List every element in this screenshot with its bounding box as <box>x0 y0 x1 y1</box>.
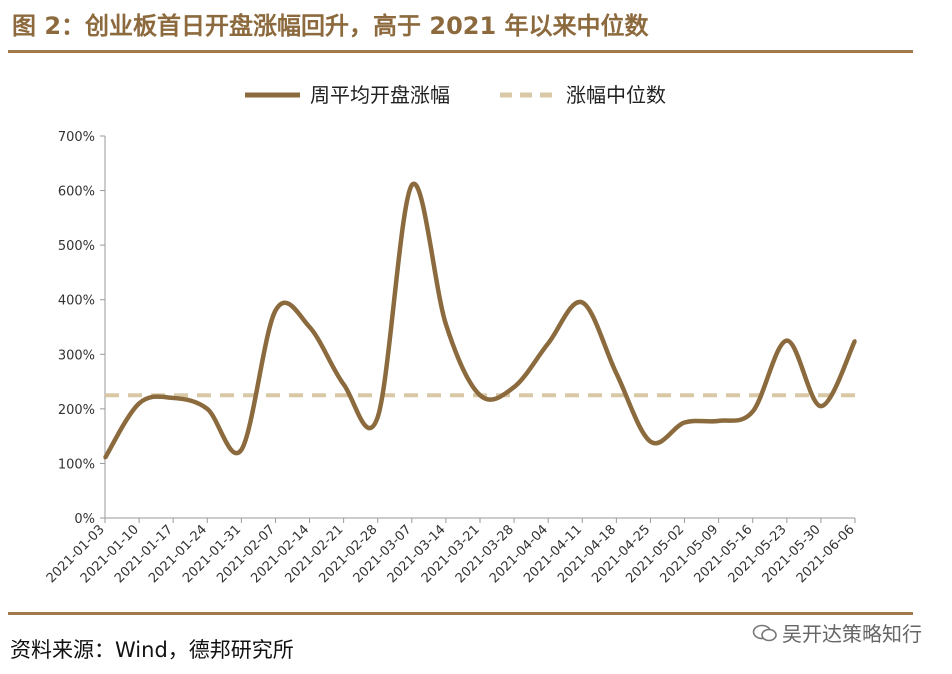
bottom-rule <box>8 612 913 615</box>
data-point <box>410 183 414 187</box>
data-point <box>751 410 755 414</box>
figure-title: 图 2：创业板首日开盘涨幅回升，高于 2021 年以来中位数 <box>12 12 649 40</box>
data-point <box>853 339 857 343</box>
data-point <box>648 440 652 444</box>
data-point <box>205 407 209 411</box>
data-point <box>819 404 823 408</box>
data-point <box>478 393 482 397</box>
data-point <box>546 341 550 345</box>
data-point <box>683 421 687 424</box>
data-point <box>512 385 516 389</box>
y-tick-label: 700% <box>58 130 95 145</box>
data-point <box>376 415 380 419</box>
data-point <box>171 396 175 400</box>
y-axis: 0% 100% 200% 300% 400% 500% 600% 700% <box>58 130 106 527</box>
data-point <box>342 382 346 386</box>
data-point <box>239 448 243 452</box>
data-points <box>103 183 857 460</box>
legend-label-weekly-avg: 周平均开盘涨幅 <box>310 83 450 107</box>
weekly-avg-line <box>103 181 858 460</box>
data-point <box>444 322 448 326</box>
watermark-text: 吴开达策略知行 <box>782 622 922 646</box>
data-point <box>717 419 721 423</box>
watermark: 吴开达策略知行 <box>752 618 922 647</box>
data-point <box>103 456 107 460</box>
y-tick-label: 400% <box>58 294 95 309</box>
data-point <box>614 371 618 375</box>
data-point <box>580 300 584 304</box>
data-point <box>785 339 789 343</box>
y-tick-label: 300% <box>58 348 95 363</box>
source-note: 资料来源：Wind，德邦研究所 <box>10 638 294 662</box>
legend: 周平均开盘涨幅 涨幅中位数 <box>245 83 666 107</box>
wechat-icon <box>752 624 777 641</box>
legend-label-median: 涨幅中位数 <box>566 83 666 107</box>
top-rule <box>8 50 913 53</box>
y-tick-label: 600% <box>58 185 95 200</box>
y-tick-label: 100% <box>58 457 95 472</box>
x-axis: 2021-01-032021-01-102021-01-172021-01-24… <box>44 517 858 586</box>
y-tick-label: 200% <box>58 403 95 418</box>
data-point <box>273 309 277 313</box>
y-tick-label: 0% <box>74 512 95 527</box>
y-tick-label: 500% <box>58 239 95 254</box>
line-chart: 周平均开盘涨幅 涨幅中位数 0% 100% 200% 300% 400% 500% 600%… <box>44 83 858 586</box>
data-point <box>137 401 141 405</box>
data-point <box>308 325 312 329</box>
